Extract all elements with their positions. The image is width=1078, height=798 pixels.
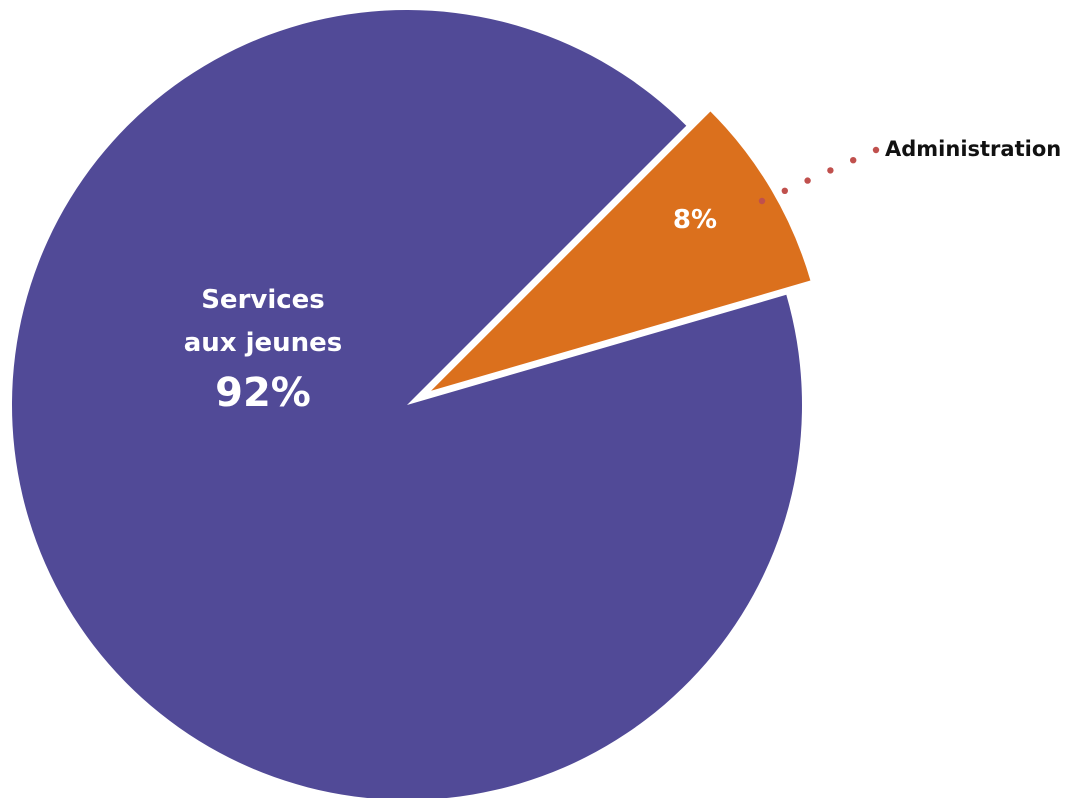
leader-dot [804,177,811,184]
leader-dot [781,187,788,194]
pie-slice-services-aux-jeunes [12,10,802,798]
slice-value-services: 92% [215,370,311,416]
slice-label-services-line1: Services [201,285,325,315]
leader-dot [872,146,880,154]
leader-dot [827,167,834,174]
slice-value-administration: 8% [673,205,717,235]
leader-dot [850,157,857,164]
leader-dot [758,197,766,205]
slice-label-administration: Administration [885,137,1061,161]
pie-slice-administration [431,111,811,391]
slice-label-services-line2: aux jeunes [184,328,343,358]
leader-line-administration [758,146,880,205]
